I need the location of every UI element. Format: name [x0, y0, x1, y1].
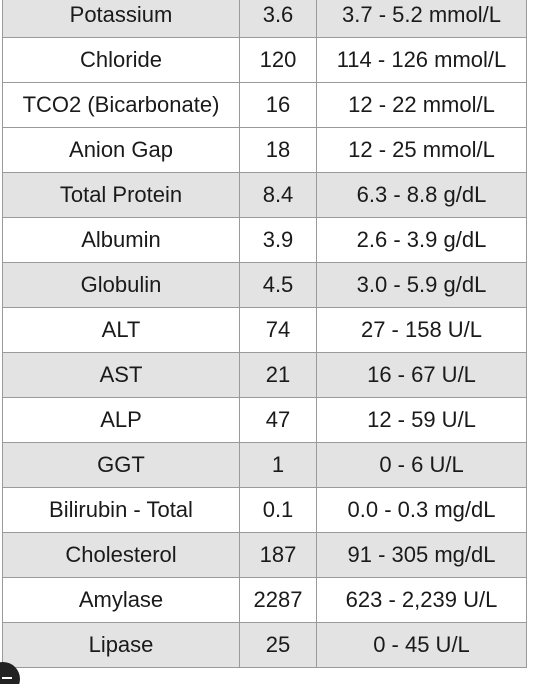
test-name-cell: TCO2 (Bicarbonate) — [2, 82, 240, 128]
table-row: Lipase 25 0 - 45 U/L — [2, 622, 527, 668]
result-value-cell: 3.9 — [239, 217, 317, 263]
table-row: Anion Gap 18 12 - 25 mmol/L — [2, 127, 527, 173]
test-name-cell: Globulin — [2, 262, 240, 308]
reference-range-cell: 12 - 25 mmol/L — [316, 127, 527, 173]
table-row: Potassium 3.6 3.7 - 5.2 mmol/L — [2, 0, 527, 38]
result-value-cell: 187 — [239, 532, 317, 578]
result-value-cell: 2287 — [239, 577, 317, 623]
result-value-cell: 1 — [239, 442, 317, 488]
test-name-cell: Cholesterol — [2, 532, 240, 578]
reference-range-cell: 12 - 22 mmol/L — [316, 82, 527, 128]
reference-range-cell: 0.0 - 0.3 mg/dL — [316, 487, 527, 533]
table-row: Total Protein 8.4 6.3 - 8.8 g/dL — [2, 172, 527, 218]
table-row: Chloride 120 114 - 126 mmol/L — [2, 37, 527, 83]
result-value-cell: 21 — [239, 352, 317, 398]
result-value-cell: 0.1 — [239, 487, 317, 533]
table-row: Globulin 4.5 3.0 - 5.9 g/dL — [2, 262, 527, 308]
reference-range-cell: 16 - 67 U/L — [316, 352, 527, 398]
reference-range-cell: 91 - 305 mg/dL — [316, 532, 527, 578]
lab-results-table: Potassium 3.6 3.7 - 5.2 mmol/L Chloride … — [2, 0, 527, 668]
reference-range-cell: 114 - 126 mmol/L — [316, 37, 527, 83]
result-value-cell: 25 — [239, 622, 317, 668]
result-value-cell: 4.5 — [239, 262, 317, 308]
result-value-cell: 47 — [239, 397, 317, 443]
test-name-cell: Bilirubin - Total — [2, 487, 240, 533]
table-row: Bilirubin - Total 0.1 0.0 - 0.3 mg/dL — [2, 487, 527, 533]
result-value-cell: 18 — [239, 127, 317, 173]
table-row: Amylase 2287 623 - 2,239 U/L — [2, 577, 527, 623]
reference-range-cell: 27 - 158 U/L — [316, 307, 527, 353]
test-name-cell: Albumin — [2, 217, 240, 263]
test-name-cell: ALP — [2, 397, 240, 443]
reference-range-cell: 12 - 59 U/L — [316, 397, 527, 443]
table-row: ALP 47 12 - 59 U/L — [2, 397, 527, 443]
round-button-icon[interactable] — [0, 662, 20, 684]
table-row: Albumin 3.9 2.6 - 3.9 g/dL — [2, 217, 527, 263]
reference-range-cell: 0 - 45 U/L — [316, 622, 527, 668]
reference-range-cell: 2.6 - 3.9 g/dL — [316, 217, 527, 263]
result-value-cell: 120 — [239, 37, 317, 83]
test-name-cell: Total Protein — [2, 172, 240, 218]
reference-range-cell: 0 - 6 U/L — [316, 442, 527, 488]
test-name-cell: AST — [2, 352, 240, 398]
table-row: GGT 1 0 - 6 U/L — [2, 442, 527, 488]
result-value-cell: 16 — [239, 82, 317, 128]
reference-range-cell: 3.0 - 5.9 g/dL — [316, 262, 527, 308]
result-value-cell: 3.6 — [239, 0, 317, 38]
test-name-cell: GGT — [2, 442, 240, 488]
result-value-cell: 8.4 — [239, 172, 317, 218]
result-value-cell: 74 — [239, 307, 317, 353]
table-row: ALT 74 27 - 158 U/L — [2, 307, 527, 353]
reference-range-cell: 6.3 - 8.8 g/dL — [316, 172, 527, 218]
reference-range-cell: 3.7 - 5.2 mmol/L — [316, 0, 527, 38]
test-name-cell: Anion Gap — [2, 127, 240, 173]
table-row: Cholesterol 187 91 - 305 mg/dL — [2, 532, 527, 578]
test-name-cell: Amylase — [2, 577, 240, 623]
table-row: AST 21 16 - 67 U/L — [2, 352, 527, 398]
test-name-cell: ALT — [2, 307, 240, 353]
table-row: TCO2 (Bicarbonate) 16 12 - 22 mmol/L — [2, 82, 527, 128]
test-name-cell: Chloride — [2, 37, 240, 83]
reference-range-cell: 623 - 2,239 U/L — [316, 577, 527, 623]
test-name-cell: Lipase — [2, 622, 240, 668]
test-name-cell: Potassium — [2, 0, 240, 38]
